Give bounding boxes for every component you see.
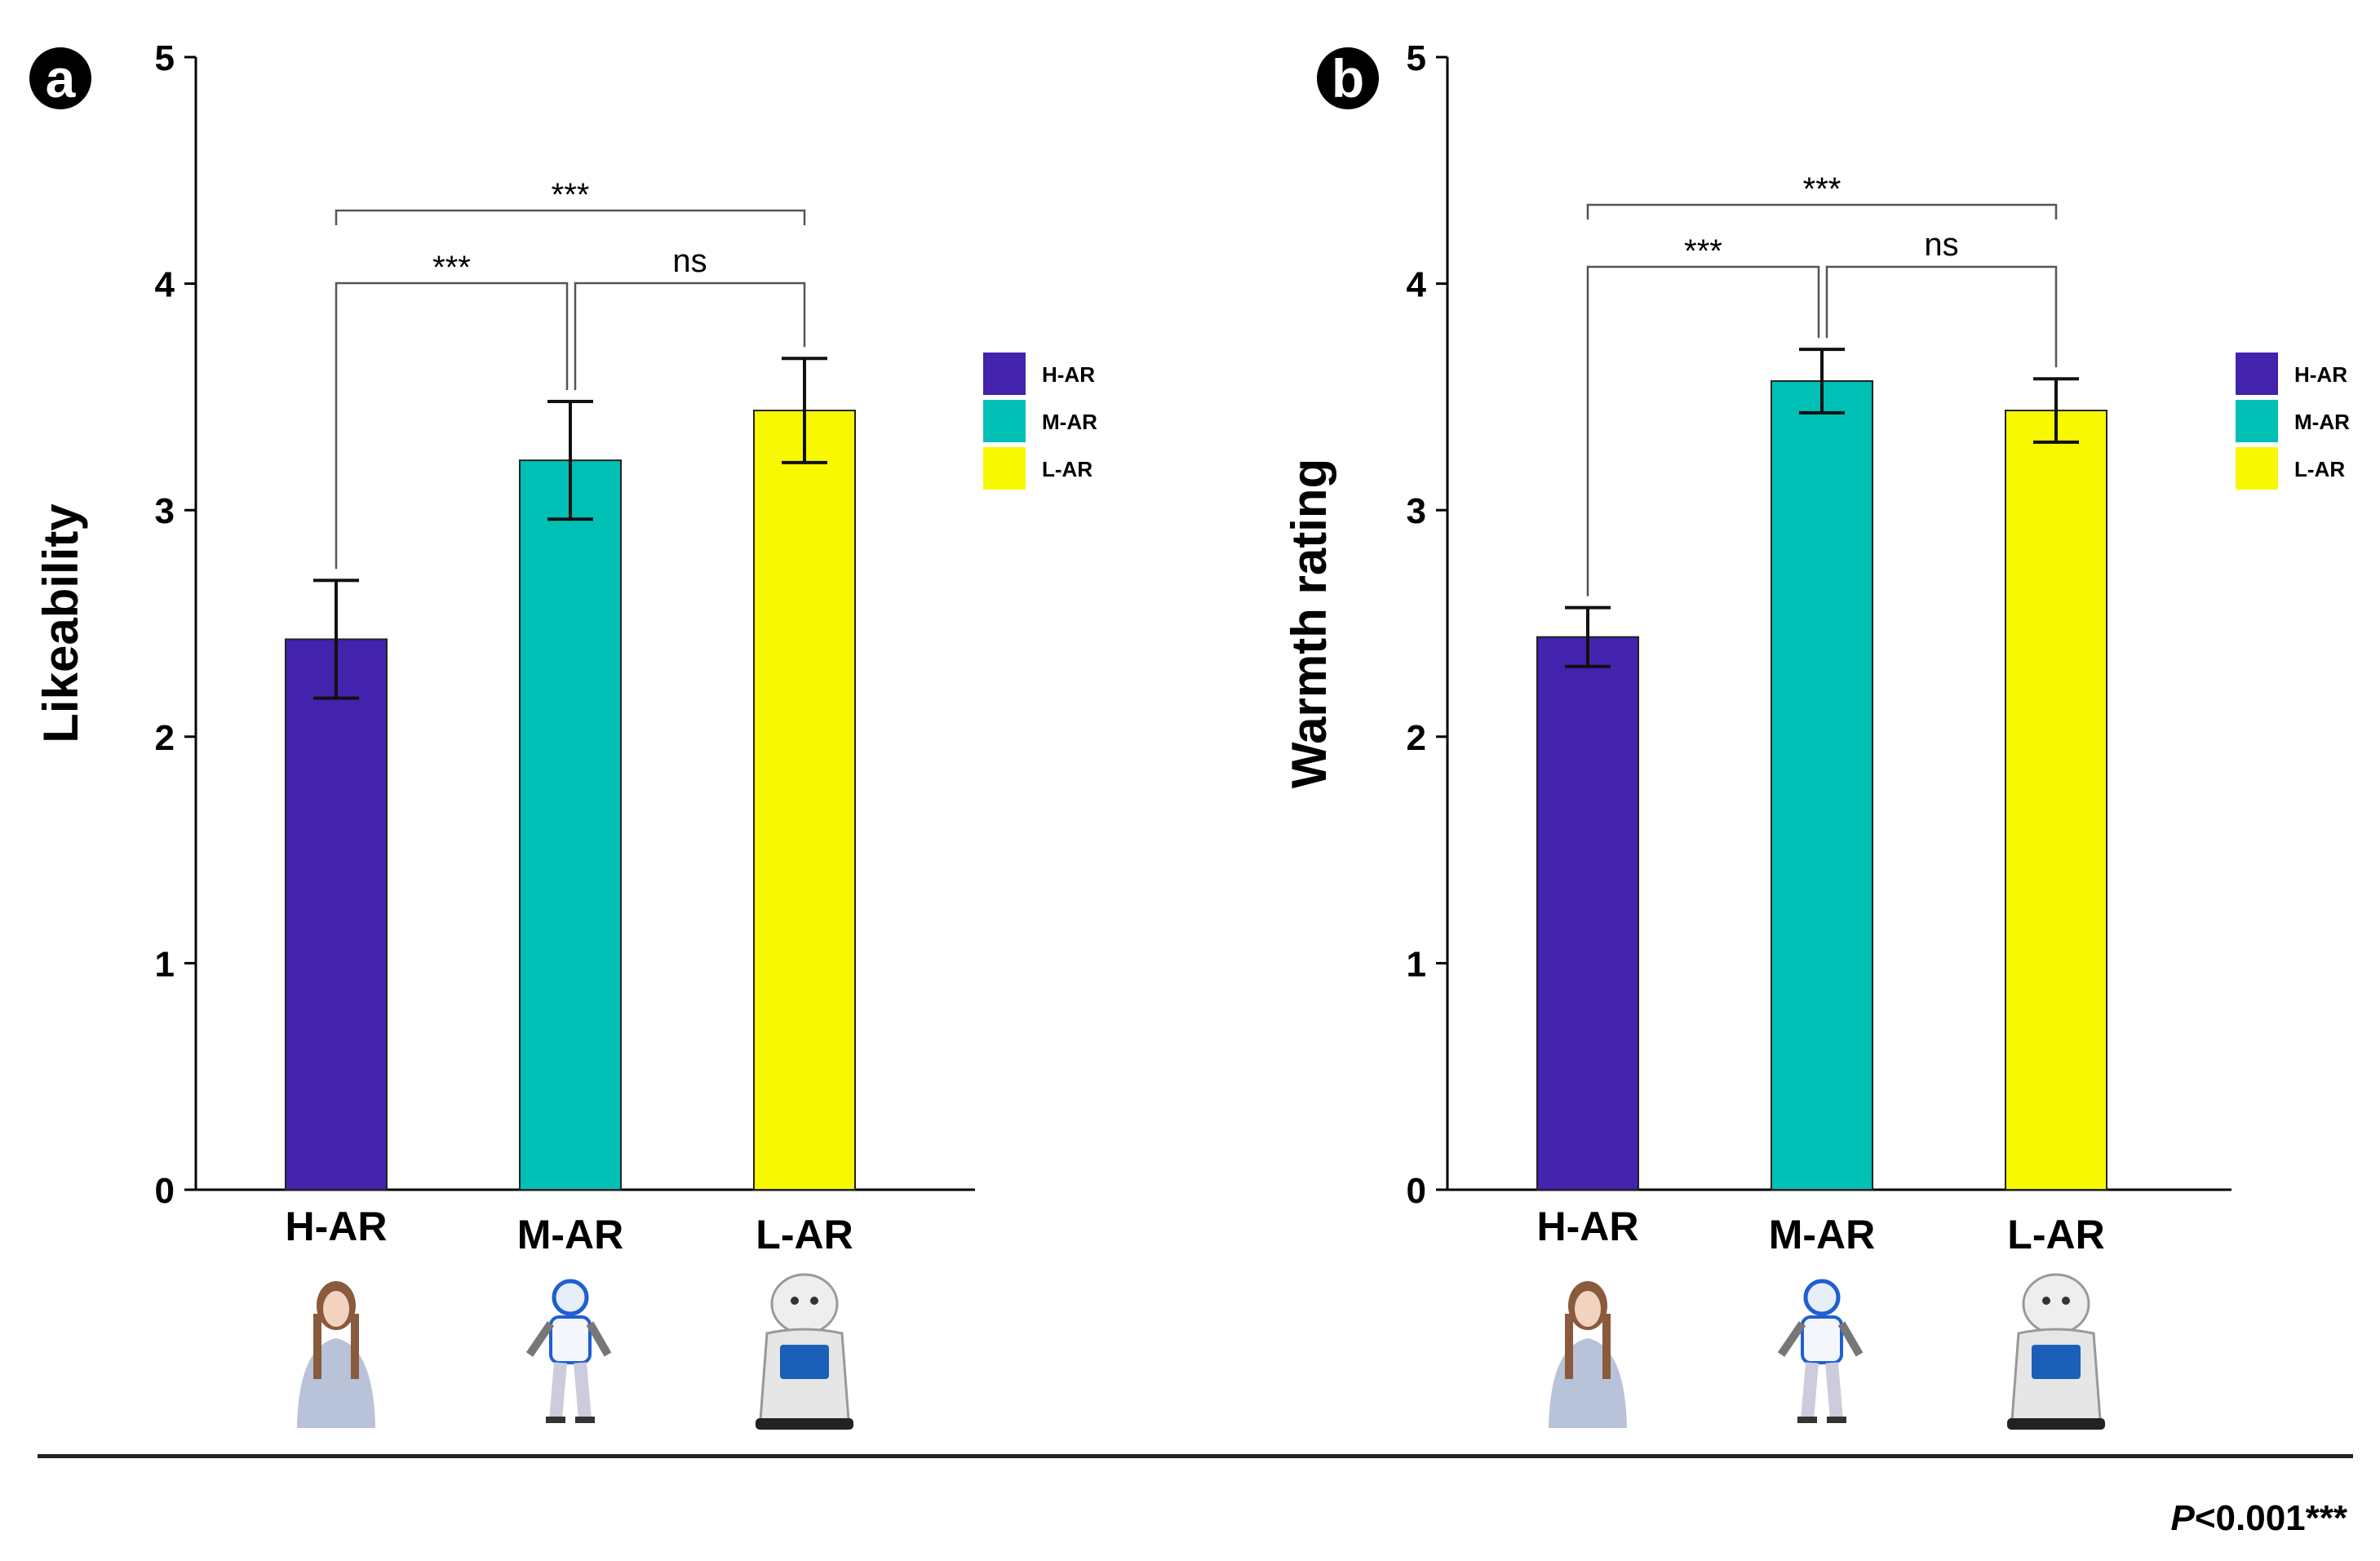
service-robot-image xyxy=(756,1273,853,1430)
robot-torso xyxy=(1801,1315,1843,1364)
bar-h-ar xyxy=(1536,636,1639,1191)
robot-foot xyxy=(575,1417,595,1423)
legend-swatch xyxy=(983,447,1026,490)
significance-bracket xyxy=(1586,265,1820,596)
y-tick-label: 2 xyxy=(155,718,175,758)
legend-swatch xyxy=(983,353,1026,395)
y-tick-label: 0 xyxy=(1407,1171,1426,1211)
legend-swatch xyxy=(2236,400,2278,442)
y-tick-label: 5 xyxy=(155,38,175,78)
robot-arms xyxy=(1777,1321,1864,1357)
robot-foot xyxy=(546,1417,565,1423)
female-android-image xyxy=(1549,1281,1627,1428)
panel-letter-badge xyxy=(1317,47,1379,109)
significance-bracket xyxy=(574,282,806,390)
significance-label: ns xyxy=(1924,227,1958,263)
x-tick-label: M-AR xyxy=(1769,1212,1876,1257)
y-tick-label: 5 xyxy=(1407,38,1426,78)
humanoid-robot-image xyxy=(525,1279,612,1423)
x-tick-label: H-AR xyxy=(1537,1204,1639,1249)
face-shape xyxy=(323,1291,349,1327)
y-tick-label: 4 xyxy=(1407,265,1427,305)
hair-strand xyxy=(1565,1314,1573,1379)
significance-label: *** xyxy=(552,177,590,213)
robot-legs xyxy=(549,1362,592,1421)
y-tick-label: 3 xyxy=(155,491,175,531)
legend-label: M-AR xyxy=(1042,410,1097,434)
significance-label: *** xyxy=(1684,233,1722,269)
bottom-divider xyxy=(38,1454,2353,1458)
robot-base xyxy=(756,1418,853,1430)
legend-label: L-AR xyxy=(2294,457,2345,481)
bar-l-ar xyxy=(753,410,856,1191)
y-tick-label: 3 xyxy=(1407,491,1426,531)
sweater-shape xyxy=(297,1338,375,1428)
robot-head xyxy=(1803,1279,1841,1316)
significance-bracket xyxy=(335,282,569,570)
robot-head xyxy=(770,1273,839,1335)
panel-letter: a xyxy=(46,48,77,109)
robot-eye xyxy=(791,1297,799,1305)
bar-m-ar xyxy=(1771,379,1873,1191)
robot-base xyxy=(2007,1418,2105,1430)
female-android-image xyxy=(297,1281,375,1428)
robot-eye xyxy=(810,1297,818,1305)
legend-swatch xyxy=(2236,447,2278,490)
x-tick-label: H-AR xyxy=(286,1204,388,1249)
significance-bracket xyxy=(335,209,806,225)
robot-head xyxy=(552,1279,589,1316)
significance-bracket xyxy=(1586,203,2058,220)
hair-strand xyxy=(351,1314,359,1379)
significance-label: *** xyxy=(1803,171,1842,207)
y-tick-label: 1 xyxy=(155,944,175,984)
x-tick-label: L-AR xyxy=(756,1212,853,1257)
x-tick-label: M-AR xyxy=(517,1212,624,1257)
panel-letter-badge xyxy=(29,47,91,109)
service-robot-image xyxy=(2007,1273,2105,1430)
humanoid-robot-image xyxy=(1777,1279,1864,1423)
p-symbol: P xyxy=(2170,1498,2195,1538)
legend-swatch xyxy=(983,400,1026,442)
bar-h-ar xyxy=(285,638,388,1191)
hair-strand xyxy=(313,1314,321,1379)
legend-label: L-AR xyxy=(1042,457,1092,481)
significance-label: ns xyxy=(672,243,707,279)
robot-torso xyxy=(549,1315,592,1364)
legend-label: M-AR xyxy=(2294,410,2350,434)
legend-swatch xyxy=(2236,353,2278,395)
y-axis-label: Warmth rating xyxy=(1282,459,1336,788)
legend-label: H-AR xyxy=(2294,362,2347,387)
legend-label: H-AR xyxy=(1042,362,1095,387)
robot-foot xyxy=(1797,1417,1817,1423)
y-axis-label: Likeability xyxy=(33,503,88,743)
bar-m-ar xyxy=(519,459,622,1191)
sweater-shape xyxy=(1549,1338,1627,1428)
y-tick-label: 0 xyxy=(155,1171,175,1211)
robot-screen xyxy=(2032,1345,2081,1379)
robot-eye xyxy=(2062,1297,2070,1305)
robot-legs xyxy=(1801,1362,1843,1421)
robot-head xyxy=(2022,1273,2090,1335)
significance-bracket xyxy=(1825,265,2058,368)
p-value-text: <0.001*** xyxy=(2194,1498,2347,1538)
y-tick-label: 4 xyxy=(155,265,175,305)
panel-a: a 0 1 2 3 4 5 Likeability H-AR M-AR L-AR *** *** ns H-… xyxy=(29,38,1097,1430)
significance-label: *** xyxy=(432,250,471,286)
bar-l-ar xyxy=(2005,410,2107,1191)
hair-strand xyxy=(1602,1314,1611,1379)
p-value-footnote: P<0.001*** xyxy=(2170,1498,2347,1539)
panel-letter: b xyxy=(1332,48,1364,109)
robot-arms xyxy=(525,1321,612,1357)
y-tick-label: 2 xyxy=(1407,718,1426,758)
x-tick-label: L-AR xyxy=(2007,1212,2104,1257)
robot-screen xyxy=(780,1345,829,1379)
face-shape xyxy=(1575,1291,1601,1327)
robot-eye xyxy=(2042,1297,2050,1305)
panel-b: b 0 1 2 3 4 5 Warmth rating H-AR M-AR L-AR *** *** ns… xyxy=(1282,38,2350,1430)
robot-foot xyxy=(1827,1417,1846,1423)
y-tick-label: 1 xyxy=(1407,944,1426,984)
